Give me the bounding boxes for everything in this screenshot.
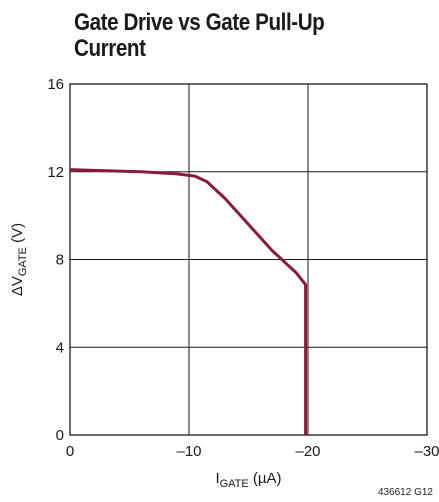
x-axis-label-main: I <box>215 470 219 487</box>
y-axis-label: ΔVGATE (V) <box>9 223 29 296</box>
tick-labels: 0 –10 –20 –30 0 4 8 12 16 <box>47 76 439 460</box>
y-tick-label: 4 <box>56 339 64 356</box>
x-tick-label: 0 <box>66 443 74 460</box>
x-axis-label-sub: GATE <box>220 478 249 490</box>
y-tick-label: 0 <box>56 427 64 444</box>
series-line <box>69 168 308 435</box>
y-axis-label-main: ΔV <box>9 276 26 296</box>
y-tick-label: 8 <box>56 252 64 269</box>
y-tick-label: 12 <box>47 164 64 181</box>
y-axis-label-sub: GATE <box>17 247 29 276</box>
x-tick-label: –30 <box>414 443 439 460</box>
x-tick-label: –10 <box>176 443 201 460</box>
x-tick-label: –20 <box>295 443 320 460</box>
plot-frame <box>69 83 428 436</box>
x-axis-label-unit: (µA) <box>249 470 282 487</box>
grid <box>70 84 427 435</box>
y-tick-label: 16 <box>47 76 64 93</box>
y-axis-label-unit: (V) <box>9 223 26 247</box>
x-axis-label: IGATE (µA) <box>215 470 281 490</box>
chart-title: Gate Drive vs Gate Pull-Up Current <box>74 9 325 62</box>
figure-code: 436612 G12 <box>377 487 433 498</box>
